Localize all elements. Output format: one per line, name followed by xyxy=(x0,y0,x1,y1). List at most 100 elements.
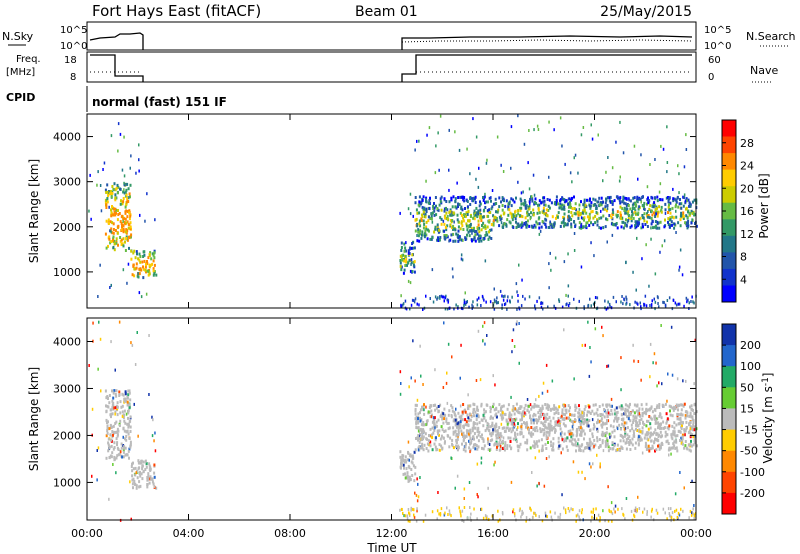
echo-cell xyxy=(453,220,455,224)
echo-cell xyxy=(656,404,659,408)
echo-cell xyxy=(415,437,417,440)
echo-cell xyxy=(404,299,407,303)
echo-cell xyxy=(629,419,632,423)
echo-cell xyxy=(581,427,584,431)
echo-cell xyxy=(510,166,512,170)
echo-cell xyxy=(417,412,420,416)
echo-cell xyxy=(122,190,125,194)
echo-cell xyxy=(414,218,417,222)
echo-cell xyxy=(665,412,668,416)
echo-cell xyxy=(469,215,472,218)
colorbar-swatch xyxy=(722,120,736,137)
echo-cell xyxy=(654,300,657,304)
echo-cell xyxy=(104,389,107,393)
echo-cell xyxy=(474,443,476,447)
echo-cell xyxy=(632,418,635,422)
echo-cell xyxy=(589,204,592,208)
echo-cell xyxy=(681,413,684,417)
echo-cell xyxy=(617,507,619,511)
echo-cell xyxy=(694,213,697,217)
echo-cell xyxy=(514,514,516,518)
echo-cell xyxy=(538,211,541,215)
echo-cell xyxy=(422,423,425,427)
echo-cell xyxy=(434,445,437,449)
echo-cell xyxy=(568,197,571,201)
echo-cell xyxy=(128,223,131,227)
echo-cell xyxy=(625,447,628,451)
echo-cell xyxy=(478,211,481,215)
echo-cell xyxy=(555,198,558,202)
echo-cell xyxy=(487,237,490,241)
echo-cell xyxy=(610,222,613,226)
echo-cell xyxy=(538,449,540,453)
echo-cell xyxy=(641,222,644,226)
echo-cell xyxy=(670,433,673,437)
colorbar-swatch xyxy=(722,345,736,367)
echo-cell xyxy=(139,255,142,258)
echo-cell xyxy=(135,484,138,488)
echo-cell xyxy=(533,403,536,406)
echo-cell xyxy=(436,207,439,210)
echo-cell xyxy=(139,461,142,465)
echo-cell xyxy=(534,418,537,422)
echo-cell xyxy=(546,213,548,217)
echo-cell xyxy=(443,209,446,213)
echo-cell xyxy=(690,404,693,408)
echo-cell xyxy=(411,270,414,273)
echo-cell xyxy=(451,406,454,410)
echo-cell xyxy=(649,163,651,166)
echo-cell xyxy=(110,415,112,419)
echo-cell xyxy=(584,405,587,409)
echo-cell xyxy=(539,427,542,431)
echo-cell xyxy=(446,215,449,218)
echo-cell xyxy=(459,237,462,241)
echo-cell xyxy=(491,438,494,442)
echo-cell xyxy=(557,423,560,427)
echo-cell xyxy=(516,320,518,324)
echo-cell xyxy=(600,226,602,230)
echo-cell xyxy=(658,447,661,451)
echo-cell xyxy=(442,436,445,440)
echo-cell xyxy=(400,507,403,511)
echo-cell xyxy=(129,166,131,170)
echo-cell xyxy=(604,519,606,523)
echo-cell xyxy=(125,237,128,240)
echo-cell xyxy=(676,404,679,408)
echo-cell xyxy=(580,511,583,515)
echo-cell xyxy=(686,215,689,219)
echo-cell xyxy=(533,412,536,416)
echo-cell xyxy=(487,437,489,441)
echo-cell xyxy=(519,407,522,410)
echo-cell xyxy=(564,508,567,512)
echo-cell xyxy=(644,294,647,298)
echo-cell xyxy=(478,237,481,241)
echo-cell xyxy=(448,239,450,243)
echo-cell xyxy=(512,328,515,332)
echo-cell xyxy=(114,368,116,372)
echo-cell xyxy=(522,294,524,298)
echo-cell xyxy=(583,411,585,415)
echo-cell xyxy=(474,195,477,199)
echo-cell xyxy=(400,304,402,308)
echo-cell xyxy=(471,303,473,307)
echo-cell xyxy=(451,438,454,442)
echo-cell xyxy=(528,207,531,211)
echo-cell xyxy=(563,432,566,436)
echo-cell xyxy=(659,198,662,202)
echo-cell xyxy=(677,511,680,515)
echo-cell xyxy=(649,204,652,208)
echo-cell xyxy=(666,439,669,443)
echo-cell xyxy=(649,422,652,426)
echo-cell xyxy=(453,410,456,414)
echo-cell xyxy=(608,508,610,512)
echo-cell xyxy=(113,242,116,246)
echo-cell xyxy=(583,216,586,220)
echo-cell xyxy=(97,170,99,174)
echo-cell xyxy=(499,447,502,451)
echo-cell xyxy=(559,199,562,203)
echo-cell xyxy=(605,307,608,311)
echo-cell xyxy=(483,321,486,325)
echo-cell xyxy=(144,265,147,269)
echo-cell xyxy=(597,200,600,204)
echo-cell xyxy=(541,200,544,204)
